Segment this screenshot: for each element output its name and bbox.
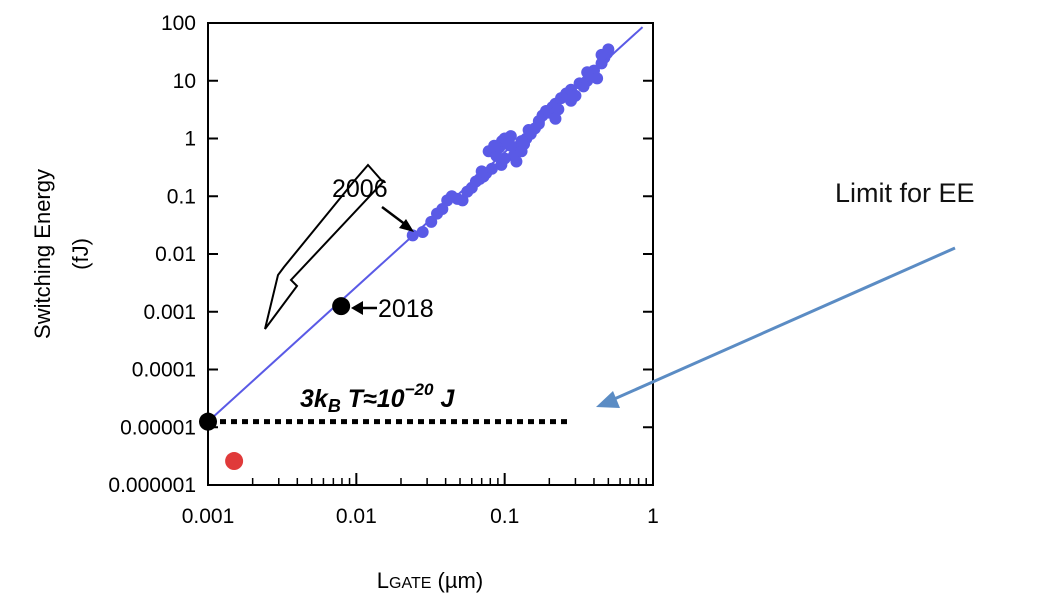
- y-tick-label: 0.000001: [108, 474, 196, 497]
- data-point: [504, 130, 517, 143]
- highlight-point: [225, 452, 244, 471]
- y-tick-label: 1: [184, 128, 196, 151]
- data-point: [475, 165, 488, 178]
- highlight-point: [199, 412, 217, 431]
- callout-text: Limit for EE: [835, 178, 975, 208]
- y-tick-labels: 100 10 1 0.1 0.01 0.001 0.0001 0.00001 0.000001: [108, 12, 196, 497]
- data-point: [510, 155, 523, 168]
- y-axis-unit: (fJ): [68, 238, 93, 270]
- callout-arrowhead: [596, 391, 620, 408]
- x-tick-label: 1: [647, 505, 659, 528]
- data-point: [498, 152, 511, 165]
- x-tick-labels: 0.001 0.01 0.1 1: [182, 505, 659, 528]
- x-tick-label: 0.001: [182, 505, 235, 528]
- y-tick-label: 0.001: [143, 301, 196, 324]
- arrowhead-2006: [399, 219, 414, 232]
- data-point: [488, 139, 501, 152]
- data-point: [552, 103, 565, 116]
- x-tick-label: 0.01: [336, 505, 377, 528]
- y-tick-label: 100: [161, 12, 196, 35]
- y-tick-label: 0.00001: [120, 416, 196, 439]
- y-tick-label: 0.1: [167, 185, 196, 208]
- data-point: [406, 229, 419, 242]
- y-tick-label: 10: [173, 70, 196, 93]
- data-point: [416, 226, 429, 239]
- label-2018: 2018: [378, 295, 434, 323]
- downscaling-arrow: [264, 163, 385, 330]
- y-axis-label: Switching Energy: [30, 169, 55, 339]
- arrowhead-2018: [351, 301, 363, 315]
- data-point: [504, 139, 517, 152]
- data-point: [485, 162, 498, 175]
- limit-label: 3kB T≈10−20 J: [300, 380, 455, 416]
- axis-ticks: [207, 22, 653, 486]
- y-tick-label: 0.01: [155, 243, 196, 266]
- data-point: [591, 72, 604, 85]
- y-tick-label: 0.0001: [132, 359, 196, 382]
- label-2006: 2006: [332, 175, 388, 203]
- data-point: [564, 94, 577, 107]
- data-point: [532, 117, 545, 130]
- x-tick-label: 0.1: [490, 505, 519, 528]
- highlight-point: [332, 297, 351, 316]
- plot-frame: [207, 22, 654, 486]
- x-axis-label: LGATE (µm): [377, 568, 483, 593]
- data-point: [515, 135, 528, 148]
- highlight-points: [199, 297, 351, 471]
- data-point: [581, 66, 594, 79]
- callout-arrow: [611, 246, 956, 402]
- data-point: [436, 203, 449, 216]
- data-point: [595, 48, 608, 61]
- data-point: [549, 112, 562, 125]
- data-points: [406, 43, 615, 242]
